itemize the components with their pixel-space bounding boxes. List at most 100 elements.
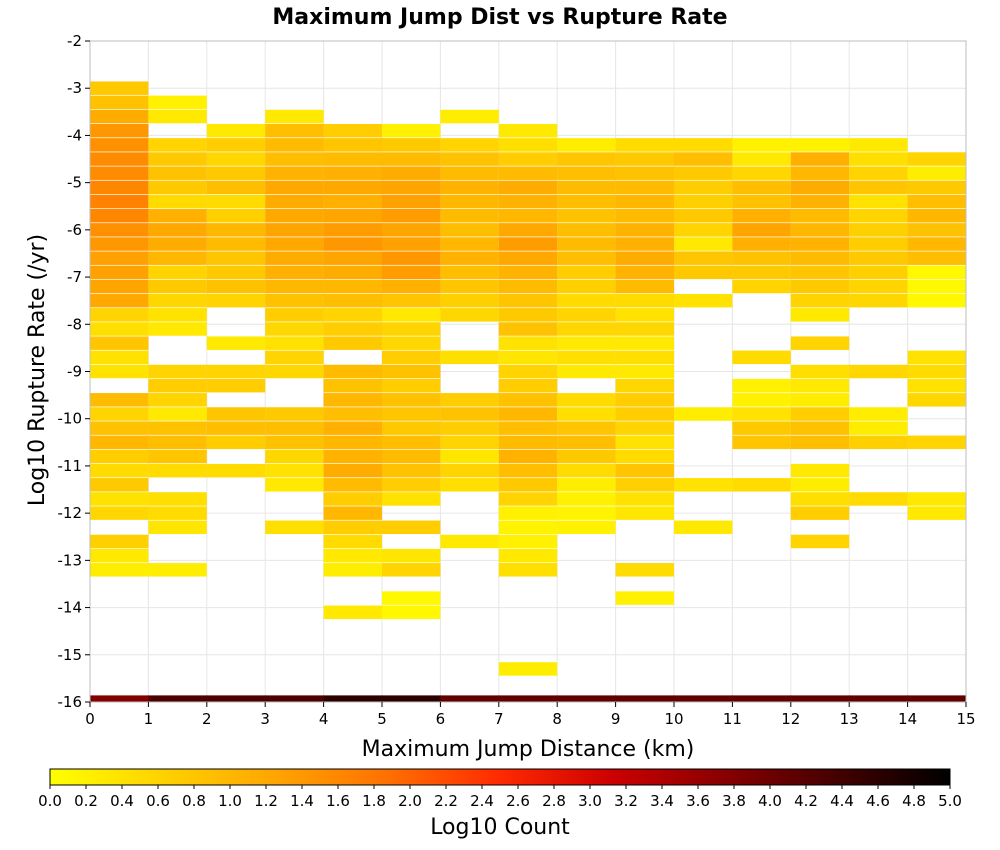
heatmap-cell <box>90 322 149 336</box>
heatmap-cell <box>148 322 207 336</box>
heatmap-cell <box>90 223 149 237</box>
heatmap-cell <box>90 435 149 450</box>
x-tick-label: 4 <box>319 710 329 728</box>
heatmap-cell <box>907 279 966 294</box>
heatmap-cell <box>90 123 149 138</box>
heatmap-cell <box>557 166 616 180</box>
heatmap-cell <box>382 407 441 421</box>
heatmap-cell <box>440 166 499 180</box>
heatmap-cell <box>674 520 733 535</box>
heatmap-cell <box>323 548 382 563</box>
heatmap-cell <box>90 407 149 421</box>
heatmap-cell <box>90 251 149 265</box>
heatmap-cell <box>849 237 908 251</box>
heatmap-cell <box>90 152 149 166</box>
heatmap-cell <box>148 563 207 577</box>
heatmap-cell <box>557 279 616 294</box>
heatmap-cell <box>498 350 558 365</box>
heatmap-cell <box>498 279 558 294</box>
heatmap-cell <box>323 166 382 180</box>
heatmap-cell <box>498 378 558 393</box>
heatmap-cell <box>90 237 149 251</box>
heatmap-cell <box>265 166 324 180</box>
heatmap-cell <box>265 421 324 435</box>
heatmap-cell <box>440 407 499 421</box>
heatmap-cell <box>265 308 324 322</box>
heatmap-cell <box>615 180 674 195</box>
heatmap-cell <box>557 194 616 209</box>
heatmap-cell <box>323 180 382 195</box>
heatmap-cell <box>148 138 207 152</box>
heatmap-cell <box>498 548 558 563</box>
y-tick-label: -10 <box>58 410 83 428</box>
colorbar-tick-label: 2.2 <box>434 792 458 810</box>
heatmap-cell <box>206 378 266 393</box>
heatmap-cell <box>849 492 908 506</box>
x-tick-label: 10 <box>664 710 683 728</box>
heatmap-cell <box>440 109 499 124</box>
heatmap-cell <box>790 435 850 450</box>
heatmap-cell <box>323 265 382 280</box>
heatmap-cell <box>907 251 966 265</box>
heatmap-cell <box>148 194 207 209</box>
heatmap-cell <box>148 208 207 223</box>
y-tick-label: -13 <box>58 551 83 569</box>
heatmap-cell <box>265 279 324 294</box>
heatmap-cell <box>148 492 207 506</box>
heatmap-cell <box>732 208 791 223</box>
y-tick-label: -15 <box>58 646 83 664</box>
heatmap-cell <box>615 421 674 435</box>
heatmap-cell <box>732 223 791 237</box>
heatmap-cell <box>849 223 908 237</box>
heatmap-cell <box>265 152 324 166</box>
heatmap-cell <box>557 265 616 280</box>
colorbar-tick-label: 0.8 <box>182 792 206 810</box>
colorbar-tick-label: 0.2 <box>74 792 98 810</box>
heatmap-cell <box>732 435 791 450</box>
heatmap-cell <box>557 322 616 336</box>
heatmap-cell <box>615 166 674 180</box>
heatmap-cell <box>148 152 207 166</box>
heatmap-cell <box>206 223 266 237</box>
heatmap-cell <box>907 237 966 251</box>
heatmap-cell <box>674 208 733 223</box>
heatmap-cell <box>148 463 207 478</box>
heatmap-cell <box>615 308 674 322</box>
x-tick-label: 7 <box>494 710 504 728</box>
heatmap-cell <box>265 478 324 492</box>
heatmap-cell <box>674 223 733 237</box>
heatmap-cell <box>557 695 617 702</box>
heatmap-cell <box>206 265 266 280</box>
heatmap-cell <box>907 378 966 393</box>
heatmap-cell <box>498 506 558 520</box>
heatmap-cell <box>790 695 850 702</box>
heatmap-cell <box>90 563 149 577</box>
heatmap-cell <box>674 265 733 280</box>
heatmap-cell <box>849 364 908 379</box>
heatmap-cell <box>557 208 616 223</box>
heatmap-cell <box>557 492 616 506</box>
heatmap-cell <box>90 166 149 180</box>
colorbar-tick-label: 1.4 <box>290 792 314 810</box>
heatmap-cell <box>615 237 674 251</box>
heatmap-cell <box>90 308 149 322</box>
heatmap-cell <box>323 194 382 209</box>
heatmap-cell <box>557 393 616 407</box>
heatmap-cell <box>732 180 791 195</box>
heatmap-cell <box>265 695 325 702</box>
heatmap-cell <box>674 152 733 166</box>
heatmap-cell <box>323 237 382 251</box>
heatmap-cell <box>849 180 908 195</box>
heatmap-cell <box>498 293 558 308</box>
heatmap-cell <box>498 208 558 223</box>
heatmap-cell <box>382 548 441 563</box>
heatmap-cell <box>323 421 382 435</box>
heatmap-cell <box>498 563 558 577</box>
heatmap-cell <box>323 492 382 506</box>
heatmap-cell <box>498 421 558 435</box>
heatmap-cell <box>90 463 149 478</box>
heatmap-cell <box>206 435 266 450</box>
heatmap-cell <box>849 695 909 702</box>
heatmap-cell <box>148 251 207 265</box>
heatmap-cell <box>790 138 850 152</box>
